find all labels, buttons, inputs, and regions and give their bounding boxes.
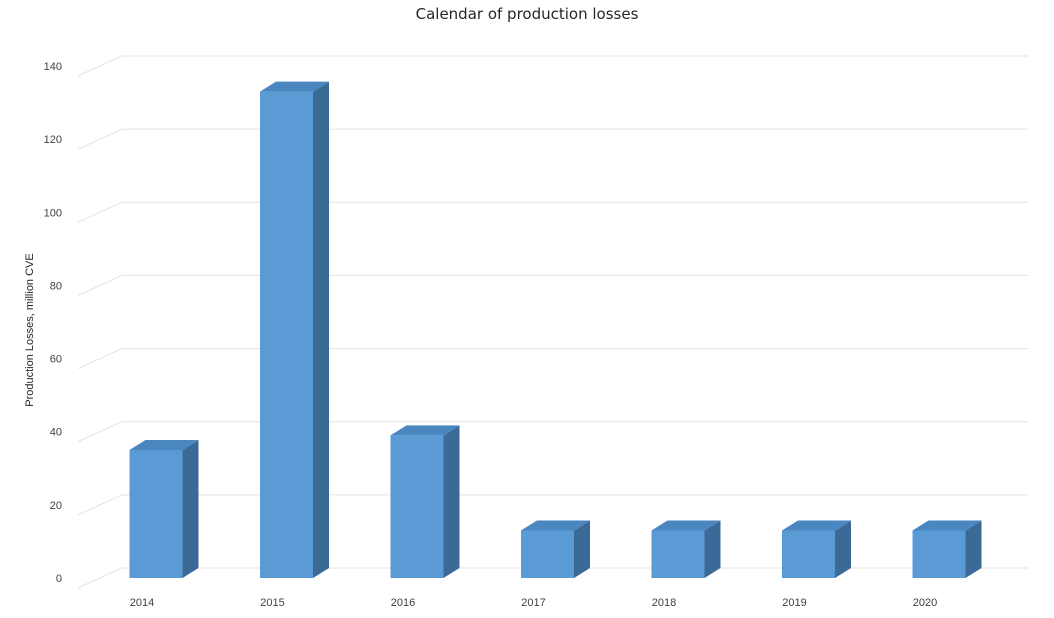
bar-front xyxy=(912,530,966,578)
bar-2016 xyxy=(390,425,460,578)
bar-2017 xyxy=(521,520,590,578)
y-tick-label: 100 xyxy=(44,207,62,219)
x-tick-label: 2020 xyxy=(913,597,937,609)
x-tick-label: 2017 xyxy=(521,597,545,609)
bar-side xyxy=(704,520,721,578)
bar-front xyxy=(390,435,444,578)
y-tick-label: 20 xyxy=(50,500,62,512)
bar-front xyxy=(129,450,183,578)
bar-side xyxy=(313,81,329,578)
x-tick-labels: 2014 2015 2016 2017 2018 2019 2020 xyxy=(130,597,937,609)
grid-layer xyxy=(77,55,1028,589)
gridline-depth xyxy=(77,55,123,77)
bar-side xyxy=(182,440,199,578)
bar-2014 xyxy=(129,440,199,578)
gridline-depth xyxy=(77,567,123,589)
gridline-depth xyxy=(77,421,123,443)
y-tick-label: 60 xyxy=(50,354,62,366)
bar-front xyxy=(521,530,574,578)
bars xyxy=(129,81,982,578)
y-axis-label: Production Losses, million CVE xyxy=(24,253,36,406)
y-tick-label: 80 xyxy=(50,280,62,292)
x-tick-label: 2016 xyxy=(391,597,415,609)
x-tick-label: 2015 xyxy=(260,597,284,609)
y-tick-label: 40 xyxy=(50,427,62,439)
bar-top xyxy=(782,520,851,531)
bar-side xyxy=(965,520,982,578)
gridline-depth xyxy=(77,274,123,296)
bar-front xyxy=(782,530,835,578)
bar-top xyxy=(912,520,982,531)
bar-side xyxy=(443,425,460,578)
x-tick-label: 2014 xyxy=(130,597,154,609)
bar-top xyxy=(651,520,721,531)
y-tick-label: 120 xyxy=(44,134,62,146)
y-tick-labels: 0 20 40 60 80 100 120 140 xyxy=(44,61,62,585)
bar-side xyxy=(835,520,851,578)
y-tick-label: 140 xyxy=(44,61,62,73)
bar-2019 xyxy=(782,520,851,578)
gridline-depth xyxy=(77,348,123,370)
bar-top xyxy=(521,520,590,531)
bar-2015 xyxy=(260,81,329,578)
bar-front xyxy=(260,91,313,578)
bar-2020 xyxy=(912,520,982,578)
bar-top xyxy=(129,440,199,450)
y-tick-label: 0 xyxy=(56,573,62,585)
bar-front xyxy=(651,530,705,578)
bar-side xyxy=(574,520,590,578)
chart-title: Calendar of production losses xyxy=(416,5,639,23)
bar-2018 xyxy=(651,520,721,578)
gridline-depth xyxy=(77,128,123,150)
gridline-depth xyxy=(77,201,123,223)
x-tick-label: 2019 xyxy=(782,597,806,609)
bar-top xyxy=(260,81,329,92)
bar-top xyxy=(390,425,460,436)
x-tick-label: 2018 xyxy=(652,597,676,609)
gridline-depth xyxy=(77,494,123,516)
